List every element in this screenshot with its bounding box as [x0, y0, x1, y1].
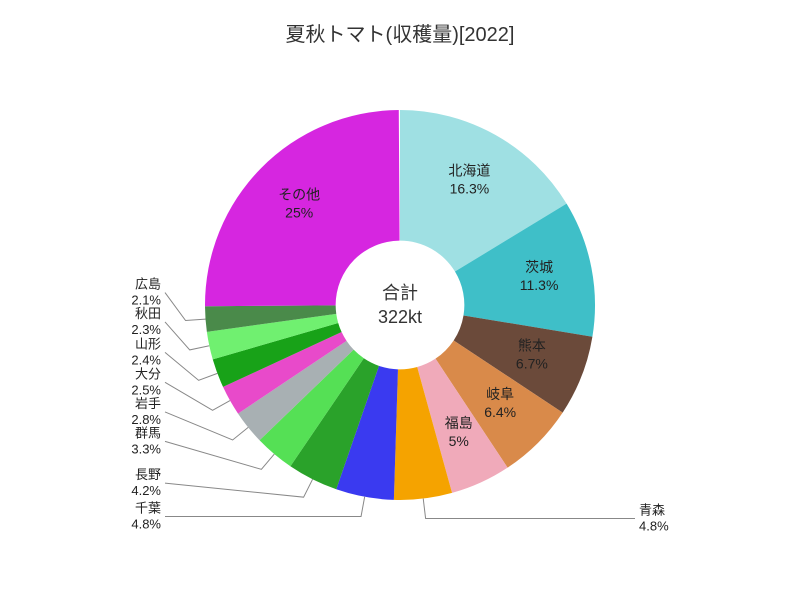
ext-label-name-8: 群馬 — [135, 425, 161, 440]
ext-label-name-10: 大分 — [135, 366, 161, 381]
slice-pct-14: 25% — [285, 204, 313, 220]
ext-label-pct-12: 2.3% — [131, 322, 161, 337]
slice-pct-4: 5% — [449, 433, 469, 449]
leader-line-8 — [165, 441, 274, 469]
slice-label-3: 岐阜 — [486, 386, 514, 402]
ext-label-name-11: 山形 — [135, 336, 161, 351]
slice-label-2: 熊本 — [518, 338, 546, 354]
ext-label-name-13: 広島 — [135, 277, 161, 292]
ext-label-pct-10: 2.5% — [131, 382, 161, 397]
ext-label-pct-5: 4.8% — [639, 518, 669, 533]
ext-label-name-6: 千葉 — [135, 500, 161, 515]
leader-line-11 — [165, 352, 217, 380]
ext-label-name-9: 岩手 — [135, 396, 161, 411]
slice-pct-3: 6.4% — [484, 404, 516, 420]
leader-line-9 — [165, 412, 248, 440]
slice-label-4: 福島 — [445, 415, 473, 431]
ext-label-name-7: 長野 — [135, 467, 161, 482]
center-label-top: 合計 — [382, 283, 418, 303]
leader-line-5 — [423, 499, 635, 519]
slice-pct-1: 11.3% — [520, 277, 559, 293]
slice-pct-0: 16.3% — [450, 180, 490, 196]
leader-line-6 — [165, 497, 365, 517]
chart-title: 夏秋トマト(収穫量)[2022] — [0, 18, 800, 47]
slice-label-1: 茨城 — [525, 259, 553, 275]
ext-label-name-12: 秋田 — [135, 306, 161, 321]
slice-pct-2: 6.7% — [516, 356, 548, 372]
ext-label-pct-13: 2.1% — [131, 293, 161, 308]
leader-line-12 — [165, 322, 209, 350]
ext-label-pct-7: 4.2% — [131, 483, 161, 498]
slice-label-0: 北海道 — [448, 162, 490, 178]
ext-label-name-5: 青森 — [639, 502, 665, 517]
leader-line-7 — [165, 479, 313, 497]
center-label-bottom: 322kt — [378, 307, 422, 327]
leader-line-13 — [165, 293, 206, 321]
slice-label-14: その他 — [278, 186, 320, 202]
leader-line-10 — [165, 382, 230, 410]
ext-label-pct-8: 3.3% — [131, 441, 161, 456]
ext-label-pct-9: 2.8% — [131, 412, 161, 427]
ext-label-pct-11: 2.4% — [131, 352, 161, 367]
ext-label-pct-6: 4.8% — [131, 516, 161, 531]
pie-chart: 北海道16.3%茨城11.3%熊本6.7%岐阜6.4%福島5%その他25%青森4… — [0, 60, 800, 580]
